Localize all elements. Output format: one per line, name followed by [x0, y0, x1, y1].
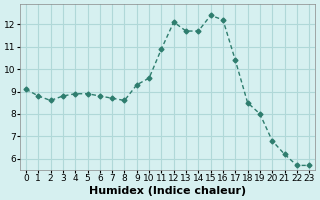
X-axis label: Humidex (Indice chaleur): Humidex (Indice chaleur) — [89, 186, 246, 196]
